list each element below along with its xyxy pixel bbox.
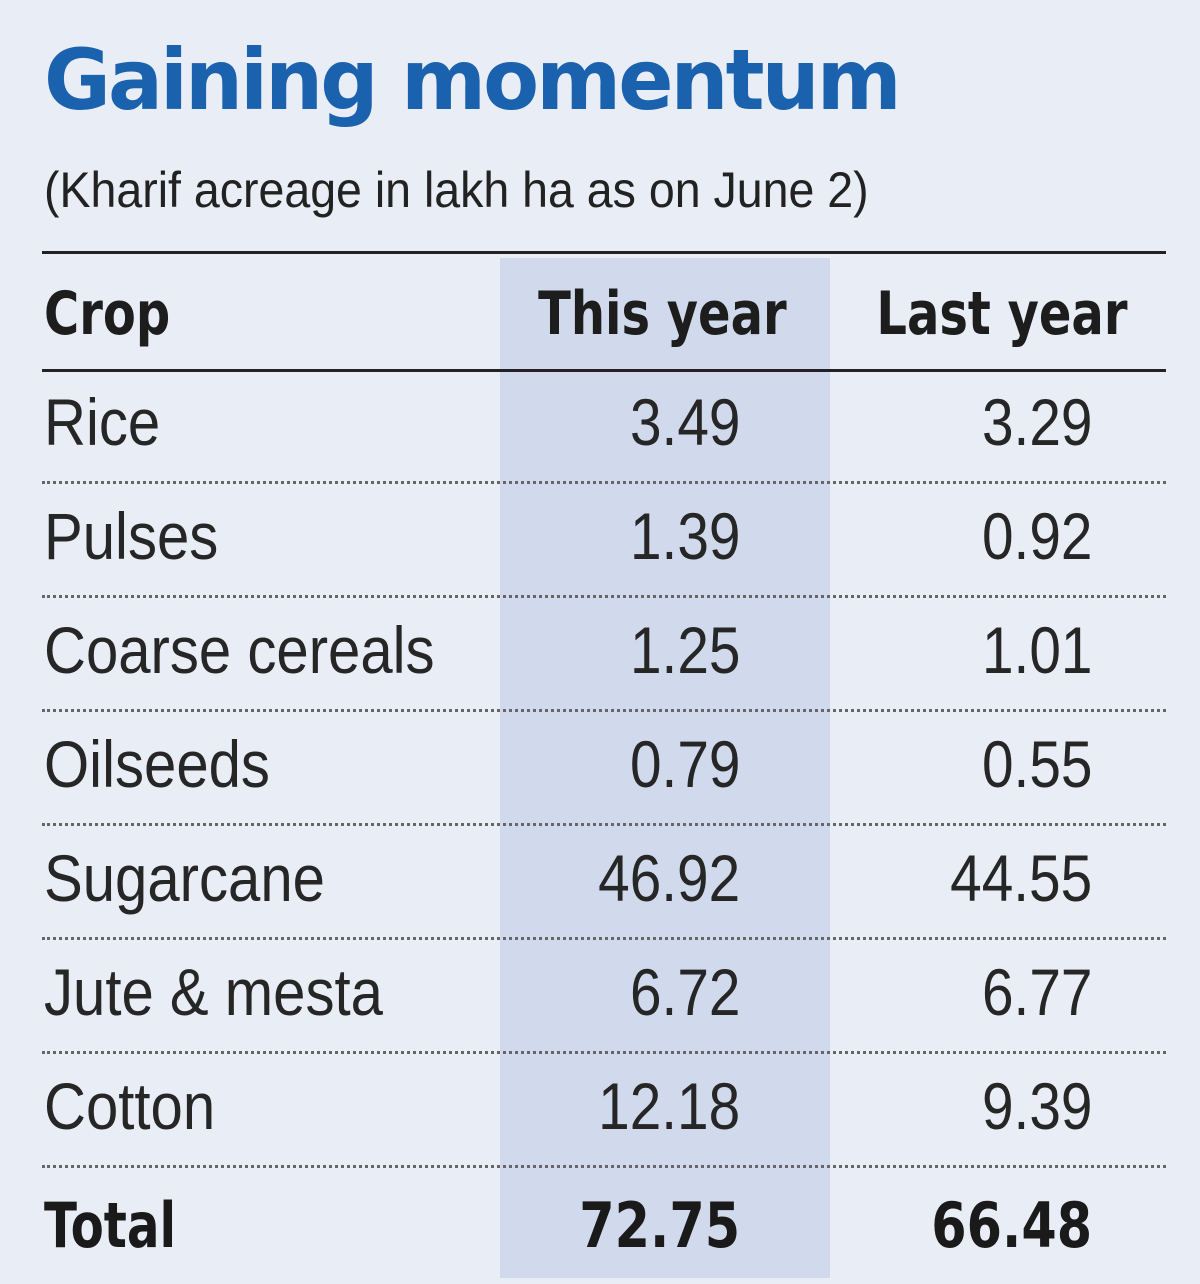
table-header-row: Crop This year Last year xyxy=(42,258,1166,370)
column-header-this-year: This year xyxy=(492,258,832,370)
last-year-value-text: 1.01 xyxy=(981,612,1092,687)
table-row: Coarse cereals 1.25 1.01 xyxy=(42,598,1166,712)
crop-name: Cotton xyxy=(44,1068,216,1143)
acreage-table: Crop This year Last year Rice 3.49 3.29 … xyxy=(42,258,1166,1282)
table-top-rule xyxy=(42,251,1166,254)
this-year-value: 1.39 xyxy=(500,480,740,591)
crop-name: Sugarcane xyxy=(44,840,325,915)
this-year-value: 12.18 xyxy=(500,1050,740,1161)
table-row: Rice 3.49 3.29 xyxy=(42,370,1166,484)
total-this-year-value: 72.75 xyxy=(500,1168,740,1282)
crop-name: Pulses xyxy=(44,498,219,573)
this-year-value: 1.25 xyxy=(500,594,740,705)
crop-name: Coarse cereals xyxy=(44,612,435,687)
table-header-rule xyxy=(42,369,1166,372)
last-year-value-text: 9.39 xyxy=(981,1068,1092,1143)
this-year-value: 3.49 xyxy=(500,366,740,477)
last-year-value-text: 0.92 xyxy=(981,498,1092,573)
last-year-value: 9.39 xyxy=(842,1050,1092,1161)
last-year-value: 6.77 xyxy=(842,936,1092,1047)
last-year-value-text: 3.29 xyxy=(981,384,1092,459)
crop-name: Oilseeds xyxy=(44,726,270,801)
this-year-value-text: 1.25 xyxy=(629,612,740,687)
crop-name: Jute & mesta xyxy=(44,954,383,1029)
last-year-value-text: 6.77 xyxy=(981,954,1092,1029)
this-year-value-text: 3.49 xyxy=(629,384,740,459)
column-header-crop: Crop xyxy=(44,279,171,349)
this-year-value-text: 46.92 xyxy=(597,840,740,915)
last-year-value-text: 44.55 xyxy=(949,840,1092,915)
last-year-value: 3.29 xyxy=(842,366,1092,477)
this-year-value-text: 6.72 xyxy=(629,954,740,1029)
this-year-value: 6.72 xyxy=(500,936,740,1047)
total-last-year-value-text: 66.48 xyxy=(931,1188,1092,1262)
last-year-value: 0.55 xyxy=(842,708,1092,819)
total-last-year-value: 66.48 xyxy=(842,1168,1092,1282)
last-year-value: 0.92 xyxy=(842,480,1092,591)
table-row: Sugarcane 46.92 44.55 xyxy=(42,826,1166,940)
table-row: Oilseeds 0.79 0.55 xyxy=(42,712,1166,826)
table-total-row: Total 72.75 66.48 xyxy=(42,1168,1166,1282)
table-row: Jute & mesta 6.72 6.77 xyxy=(42,940,1166,1054)
this-year-column-highlight xyxy=(500,258,830,1278)
chart-subtitle: (Kharif acreage in lakh ha as on June 2) xyxy=(44,162,869,218)
this-year-value-text: 12.18 xyxy=(597,1068,740,1143)
column-header-this-year-label: This year xyxy=(537,279,787,349)
table-row: Cotton 12.18 9.39 xyxy=(42,1054,1166,1168)
crop-name: Rice xyxy=(44,384,161,459)
last-year-value-text: 0.55 xyxy=(981,726,1092,801)
this-year-value: 0.79 xyxy=(500,708,740,819)
this-year-value-text: 1.39 xyxy=(629,498,740,573)
chart-title: Gaining momentum xyxy=(44,31,902,129)
this-year-value-text: 0.79 xyxy=(629,726,740,801)
last-year-value: 1.01 xyxy=(842,594,1092,705)
table-row: Pulses 1.39 0.92 xyxy=(42,484,1166,598)
column-header-last-year-label: Last year xyxy=(876,279,1128,349)
total-this-year-value-text: 72.75 xyxy=(579,1188,740,1262)
total-label: Total xyxy=(44,1188,177,1262)
this-year-value: 46.92 xyxy=(500,822,740,933)
column-header-last-year: Last year xyxy=(832,258,1172,370)
last-year-value: 44.55 xyxy=(842,822,1092,933)
